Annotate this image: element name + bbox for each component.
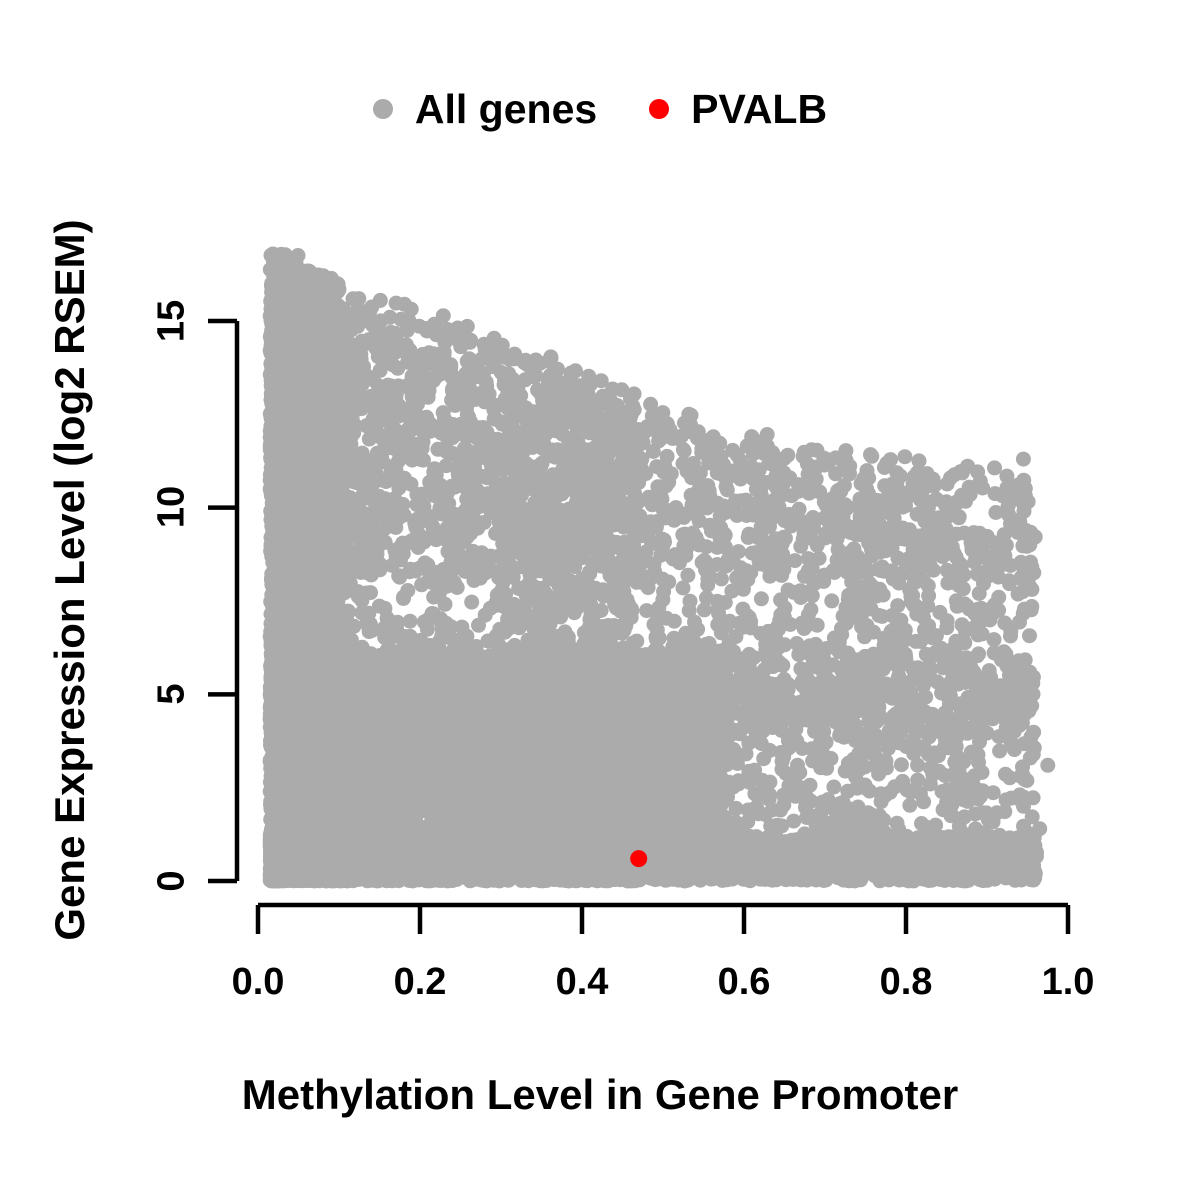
legend-entry-all-genes: All genes [372,88,597,130]
x-tick-label: 0.8 [880,963,933,1001]
x-tick-label: 0.4 [556,963,609,1001]
data-point-cloud [262,246,1056,889]
y-tick-label: 0 [151,870,194,891]
y-tick-label: 15 [151,300,194,342]
x-tick-label: 0.6 [718,963,771,1001]
legend-entry-pvalb: PVALB [649,88,827,130]
pvalb-highlight-point [630,850,648,868]
circle-marker-icon [649,99,670,119]
x-axis-title: Methylation Level in Gene Promoter [0,1072,1200,1118]
legend-label-pvalb: PVALB [691,88,827,130]
axis-lines [208,318,1071,934]
x-tick-label: 0.0 [232,963,285,1001]
y-tick-label: 5 [151,683,194,704]
y-tick-label: 10 [151,486,194,528]
circle-marker-icon [372,99,393,119]
x-tick-label: 1.0 [1042,963,1095,1001]
legend: All genes PVALB [0,78,1200,140]
legend-label-all-genes: All genes [415,88,597,130]
x-tick-label: 0.2 [394,963,447,1001]
y-axis-title: Gene Expression Level (log2 RSEM) [46,0,93,1180]
